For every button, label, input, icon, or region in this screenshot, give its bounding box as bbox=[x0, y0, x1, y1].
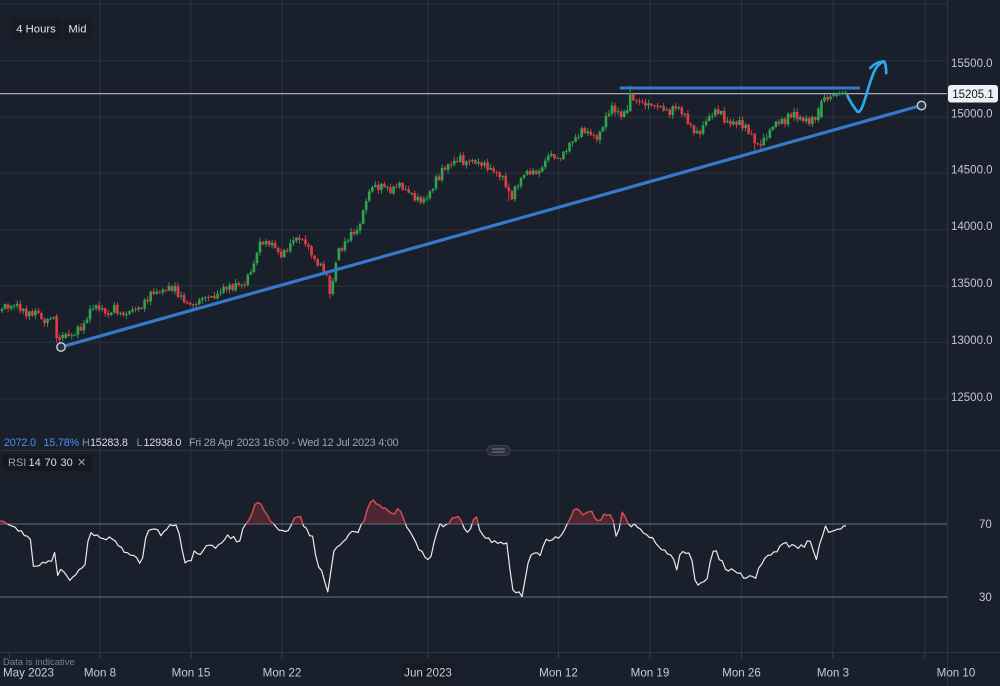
svg-text:Mon 15: Mon 15 bbox=[172, 667, 211, 680]
svg-text:15500.0: 15500.0 bbox=[951, 58, 993, 70]
svg-text:15.78%: 15.78% bbox=[44, 437, 80, 449]
svg-text:15205.1: 15205.1 bbox=[952, 89, 994, 101]
svg-text:RSI: RSI bbox=[8, 457, 26, 469]
svg-text:Fri 28 Apr 2023 16:00 - Wed 12: Fri 28 Apr 2023 16:00 - Wed 12 Jul 2023 … bbox=[189, 437, 399, 449]
svg-text:14: 14 bbox=[29, 457, 41, 469]
svg-text:15000.0: 15000.0 bbox=[951, 109, 993, 121]
svg-text:Mon 3: Mon 3 bbox=[817, 667, 849, 680]
svg-text:70: 70 bbox=[979, 519, 992, 531]
svg-text:✕: ✕ bbox=[77, 457, 86, 469]
svg-text:Mon 10: Mon 10 bbox=[937, 667, 976, 680]
svg-text:May 2023: May 2023 bbox=[3, 667, 54, 680]
svg-text:Jun 2023: Jun 2023 bbox=[404, 667, 452, 680]
svg-text:70: 70 bbox=[45, 457, 57, 469]
svg-text:14000.0: 14000.0 bbox=[951, 221, 993, 233]
svg-text:Mon 22: Mon 22 bbox=[263, 667, 302, 680]
svg-text:12938.0: 12938.0 bbox=[144, 437, 182, 449]
svg-text:H: H bbox=[82, 437, 90, 449]
svg-text:15283.8: 15283.8 bbox=[90, 437, 128, 449]
svg-text:30: 30 bbox=[979, 592, 992, 604]
svg-text:4 Hours: 4 Hours bbox=[16, 23, 56, 35]
svg-text:13500.0: 13500.0 bbox=[951, 278, 993, 290]
svg-text:Mon 19: Mon 19 bbox=[631, 667, 670, 680]
svg-text:2072.0: 2072.0 bbox=[4, 437, 36, 449]
svg-text:Mid: Mid bbox=[68, 23, 86, 35]
svg-text:12500.0: 12500.0 bbox=[951, 392, 993, 404]
svg-text:Data is indicative: Data is indicative bbox=[3, 657, 75, 668]
svg-text:14500.0: 14500.0 bbox=[951, 165, 993, 177]
svg-text:Mon 26: Mon 26 bbox=[722, 667, 761, 680]
svg-text:13000.0: 13000.0 bbox=[951, 335, 993, 347]
svg-text:Mon 12: Mon 12 bbox=[539, 667, 578, 680]
svg-text:30: 30 bbox=[61, 457, 73, 469]
svg-text:Mon 8: Mon 8 bbox=[84, 667, 116, 680]
svg-text:L: L bbox=[137, 437, 143, 449]
